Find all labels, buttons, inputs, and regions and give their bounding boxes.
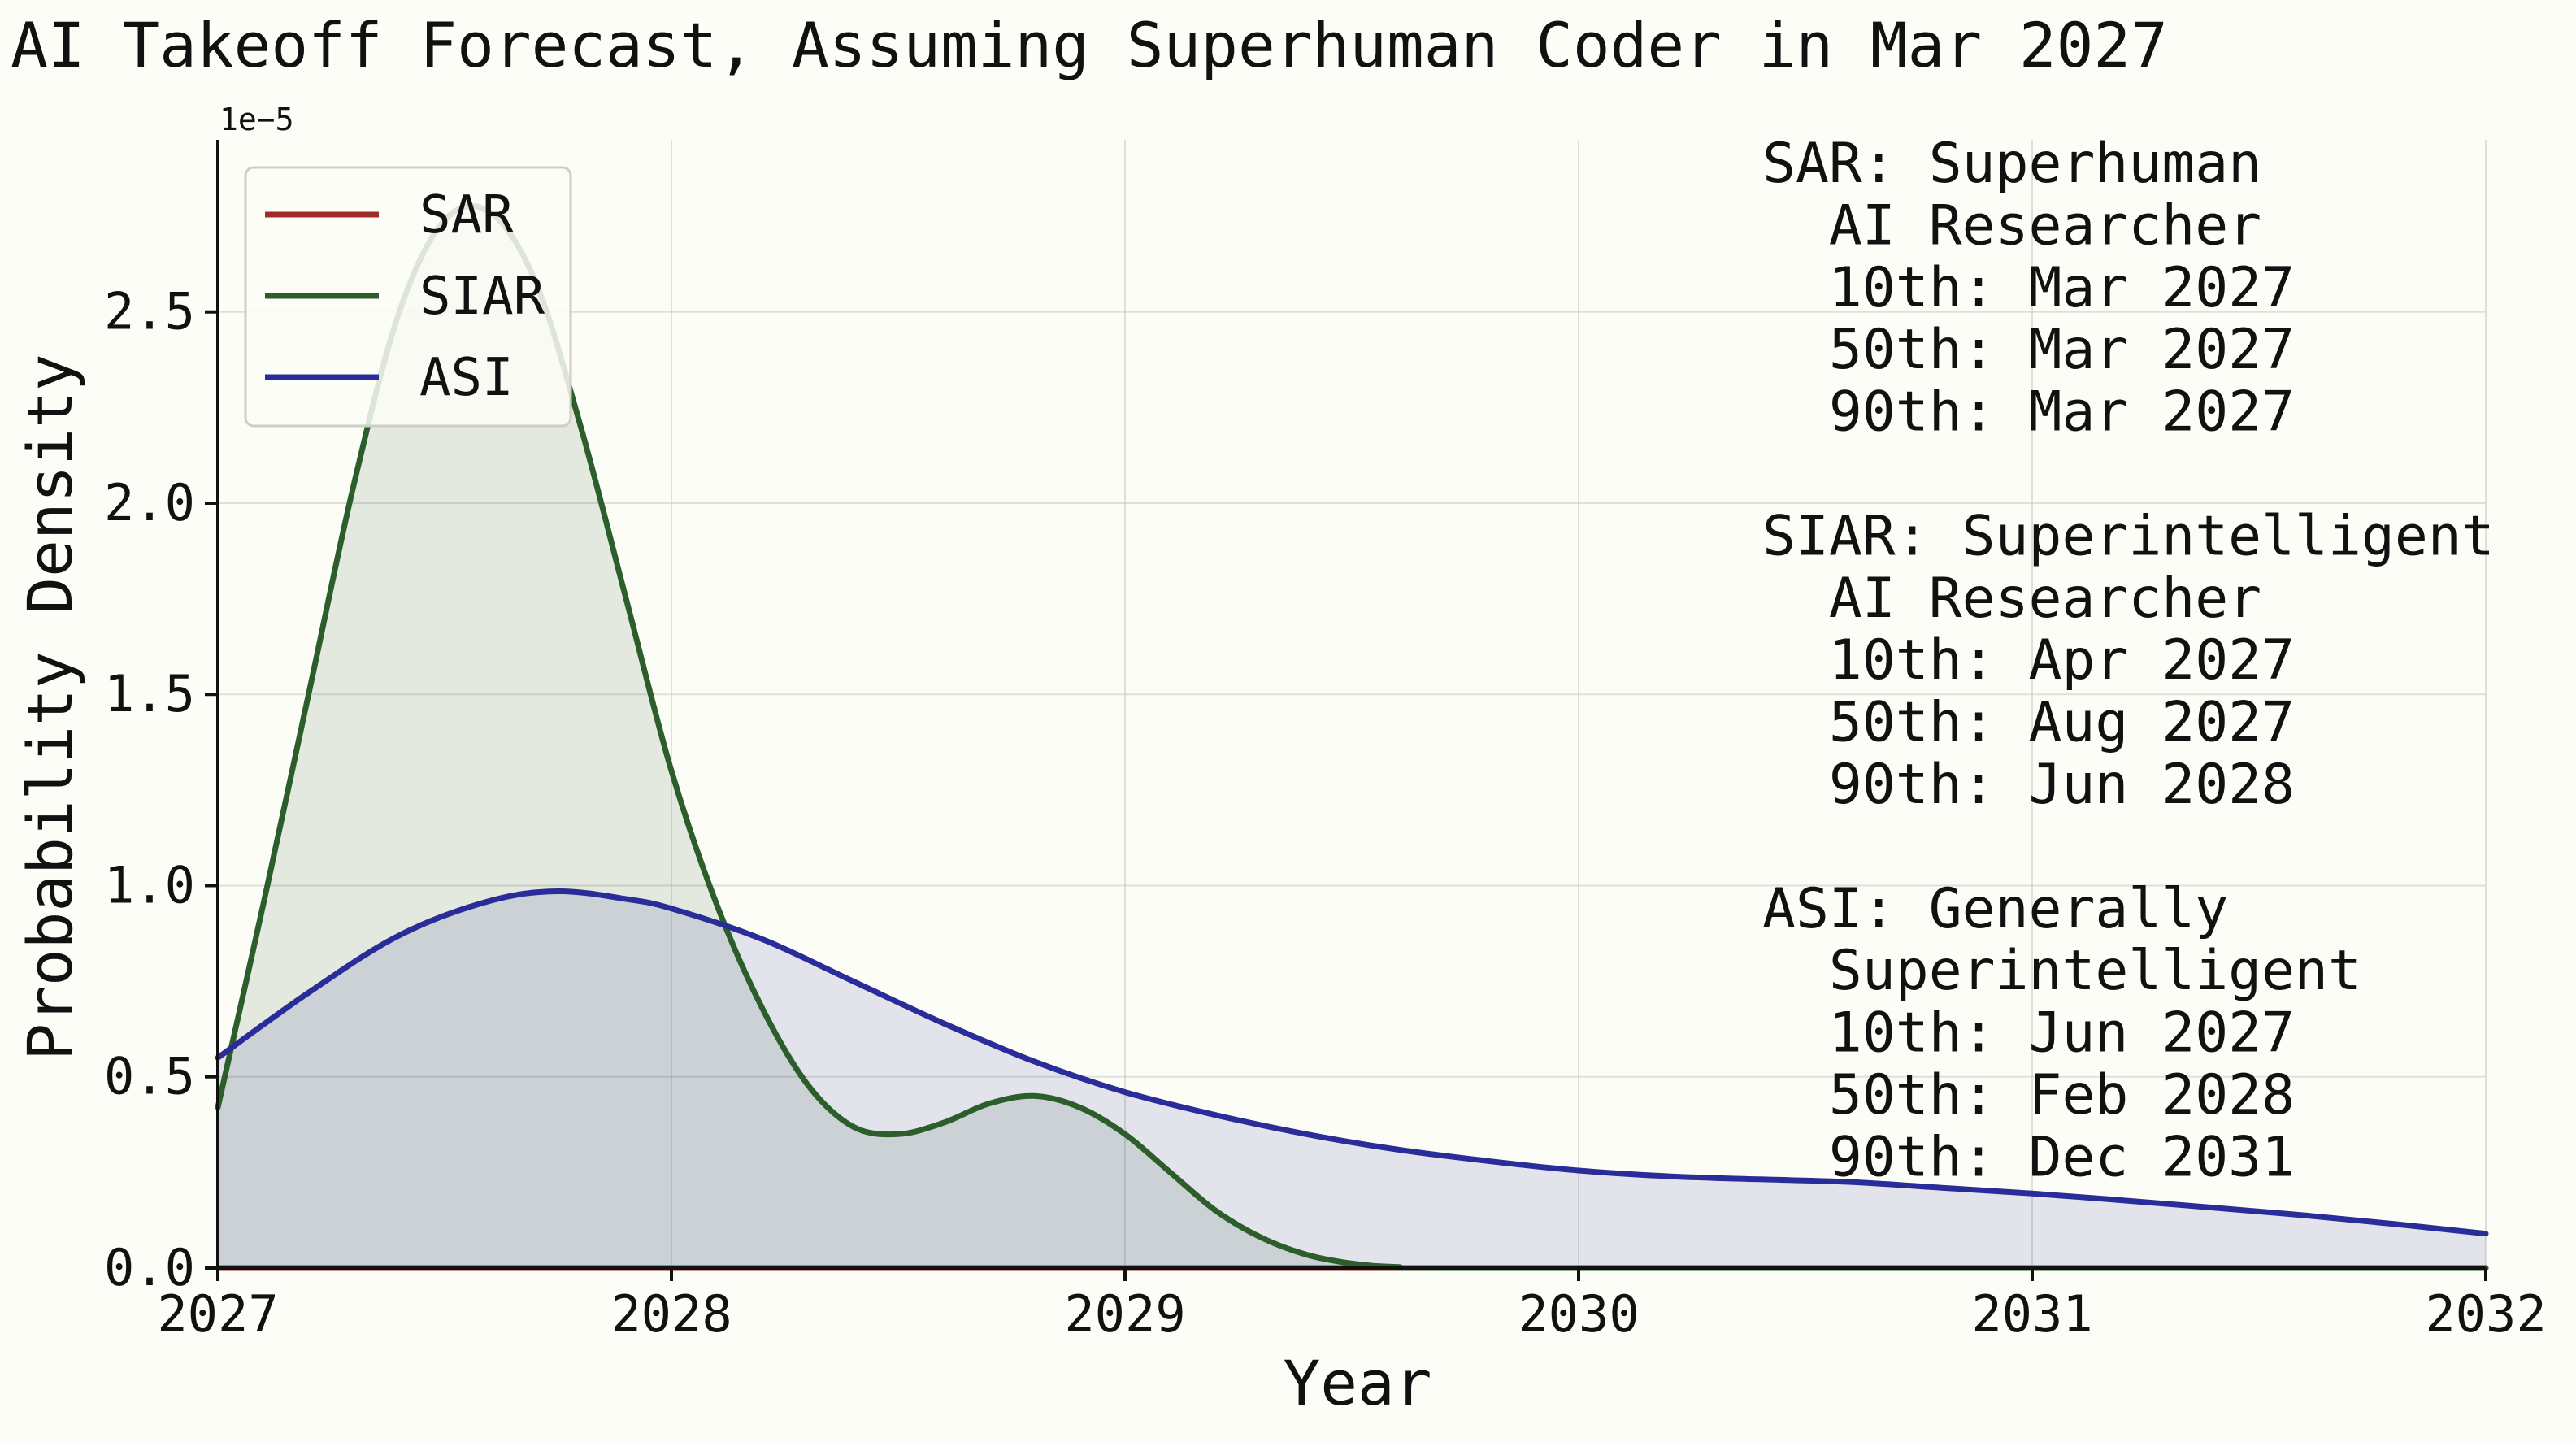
y-tick-label: 2.0 [104,473,195,532]
annotation-line: 90th: Mar 2027 [1762,380,2295,445]
series-fill-asi [218,891,2486,1268]
y-tick-label: 0.5 [104,1047,195,1106]
annotation-header: ASI: Generally [1762,877,2228,941]
annotation-line: 10th: Jun 2027 [1762,1001,2295,1066]
chart-title: AI Takeoff Forecast, Assuming Superhuman… [11,9,2168,81]
x-tick-label: 2030 [1518,1284,1639,1344]
y-tick-label: 1.0 [104,855,195,914]
annotation-header: SIAR: Superintelligent [1762,504,2495,568]
legend: SAR SIAR ASI [244,166,572,428]
annotation-line: 90th: Jun 2028 [1762,753,2295,817]
annotation-line: AI Researcher [1762,193,2261,258]
legend-box [244,166,572,428]
y-tick-label: 2.5 [104,282,195,341]
legend-label-asi: ASI [419,348,514,408]
annotation-line: 50th: Aug 2027 [1762,691,2295,755]
x-axis-ticks: 2027 2028 2029 2030 2031 2032 [157,1268,2547,1344]
y-tick-label: 1.5 [104,664,195,723]
annotations: SAR: Superhuman AI Researcher 10th: Mar … [1762,132,2495,1189]
annotation-line: 50th: Feb 2028 [1762,1063,2295,1127]
x-tick-label: 2029 [1064,1284,1185,1344]
annotation-line: AI Researcher [1762,567,2261,631]
axes [216,140,2486,1270]
annotation-line: Superintelligent [1762,939,2361,1003]
x-tick-label: 2027 [157,1284,278,1344]
legend-label-siar: SIAR [419,267,545,327]
annotation-header: SAR: Superhuman [1762,132,2261,196]
y-axis-offset-label: 1e−5 [219,102,294,137]
x-tick-label: 2031 [1971,1284,2092,1344]
legend-label-sar: SAR [419,185,514,245]
y-axis-ticks: 0.0 0.5 1.0 1.5 2.0 2.5 [104,282,218,1297]
y-tick-label: 0.0 [104,1238,195,1297]
y-axis-label: Probability Density [14,354,86,1060]
x-axis-label: Year [1283,1347,1431,1419]
annotation-line: 10th: Mar 2027 [1762,256,2295,320]
annotation-line: 90th: Dec 2031 [1762,1125,2295,1189]
annotation-line: 50th: Mar 2027 [1762,318,2295,382]
x-tick-label: 2028 [610,1284,732,1344]
series-line-asi [215,888,2489,1237]
annotation-line: 10th: Apr 2027 [1762,628,2295,693]
x-tick-label: 2032 [2425,1284,2546,1344]
